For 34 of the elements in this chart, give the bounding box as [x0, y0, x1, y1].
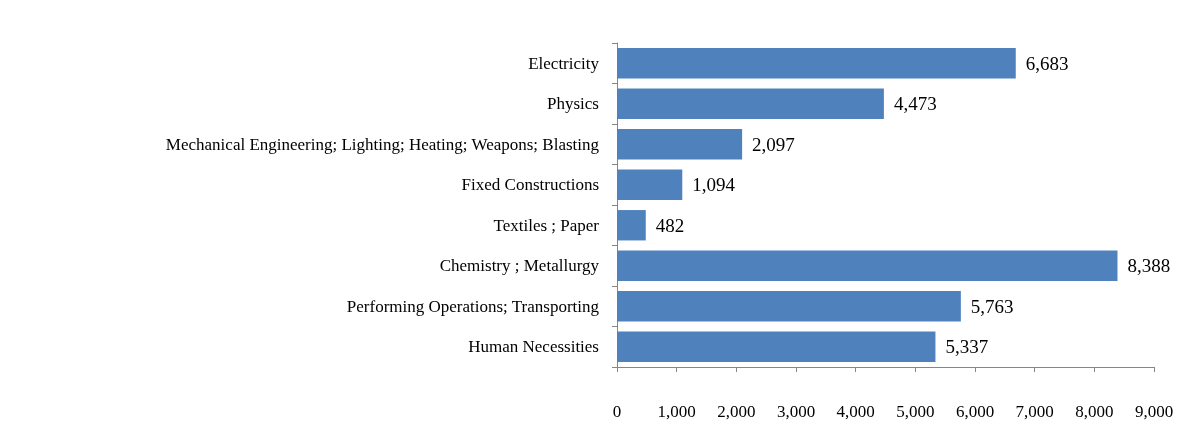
data-label: 6,683 [1025, 52, 1069, 74]
y-tick-label: Fixed Constructions [461, 175, 599, 195]
bar [617, 291, 961, 322]
y-tick-label: Mechanical Engineering; Lighting; Heating; Weapons; Blasting [165, 134, 600, 154]
x-tick-label: 5,000 [896, 402, 935, 421]
y-tick-label: Textiles ; Paper [493, 215, 600, 235]
x-tick-label: 2,000 [717, 402, 756, 421]
data-label: 1,094 [692, 174, 736, 196]
data-label: 482 [655, 214, 685, 236]
bar [617, 129, 743, 160]
bar [617, 169, 683, 200]
x-tick-label: 4,000 [836, 402, 875, 421]
y-tick-label: Performing Operations; Transporting [346, 296, 600, 316]
bar [617, 210, 646, 241]
data-label: 5,337 [945, 336, 989, 358]
bar [617, 48, 1016, 79]
x-tick-label: 0 [612, 402, 622, 421]
x-tick-label: 8,000 [1075, 402, 1114, 421]
data-label: 8,388 [1127, 255, 1171, 277]
x-tick-label: 7,000 [1015, 402, 1054, 421]
bar [617, 88, 884, 119]
bar [617, 250, 1118, 281]
y-tick-label: Electricity [528, 53, 600, 73]
x-tick-label: 3,000 [776, 402, 816, 421]
bar [617, 331, 936, 362]
data-label: 4,473 [893, 93, 937, 115]
y-tick-label: Physics [547, 94, 599, 114]
y-tick-label: Human Necessities [468, 337, 599, 357]
data-label: 5,763 [970, 295, 1014, 317]
x-tick-label: 6,000 [955, 402, 995, 421]
x-tick-label: 9,000 [1134, 402, 1174, 421]
data-label: 2,097 [752, 133, 795, 155]
y-tick-label: Chemistry ; Metallurgy [439, 256, 600, 276]
x-tick-label: 1,000 [657, 402, 696, 421]
